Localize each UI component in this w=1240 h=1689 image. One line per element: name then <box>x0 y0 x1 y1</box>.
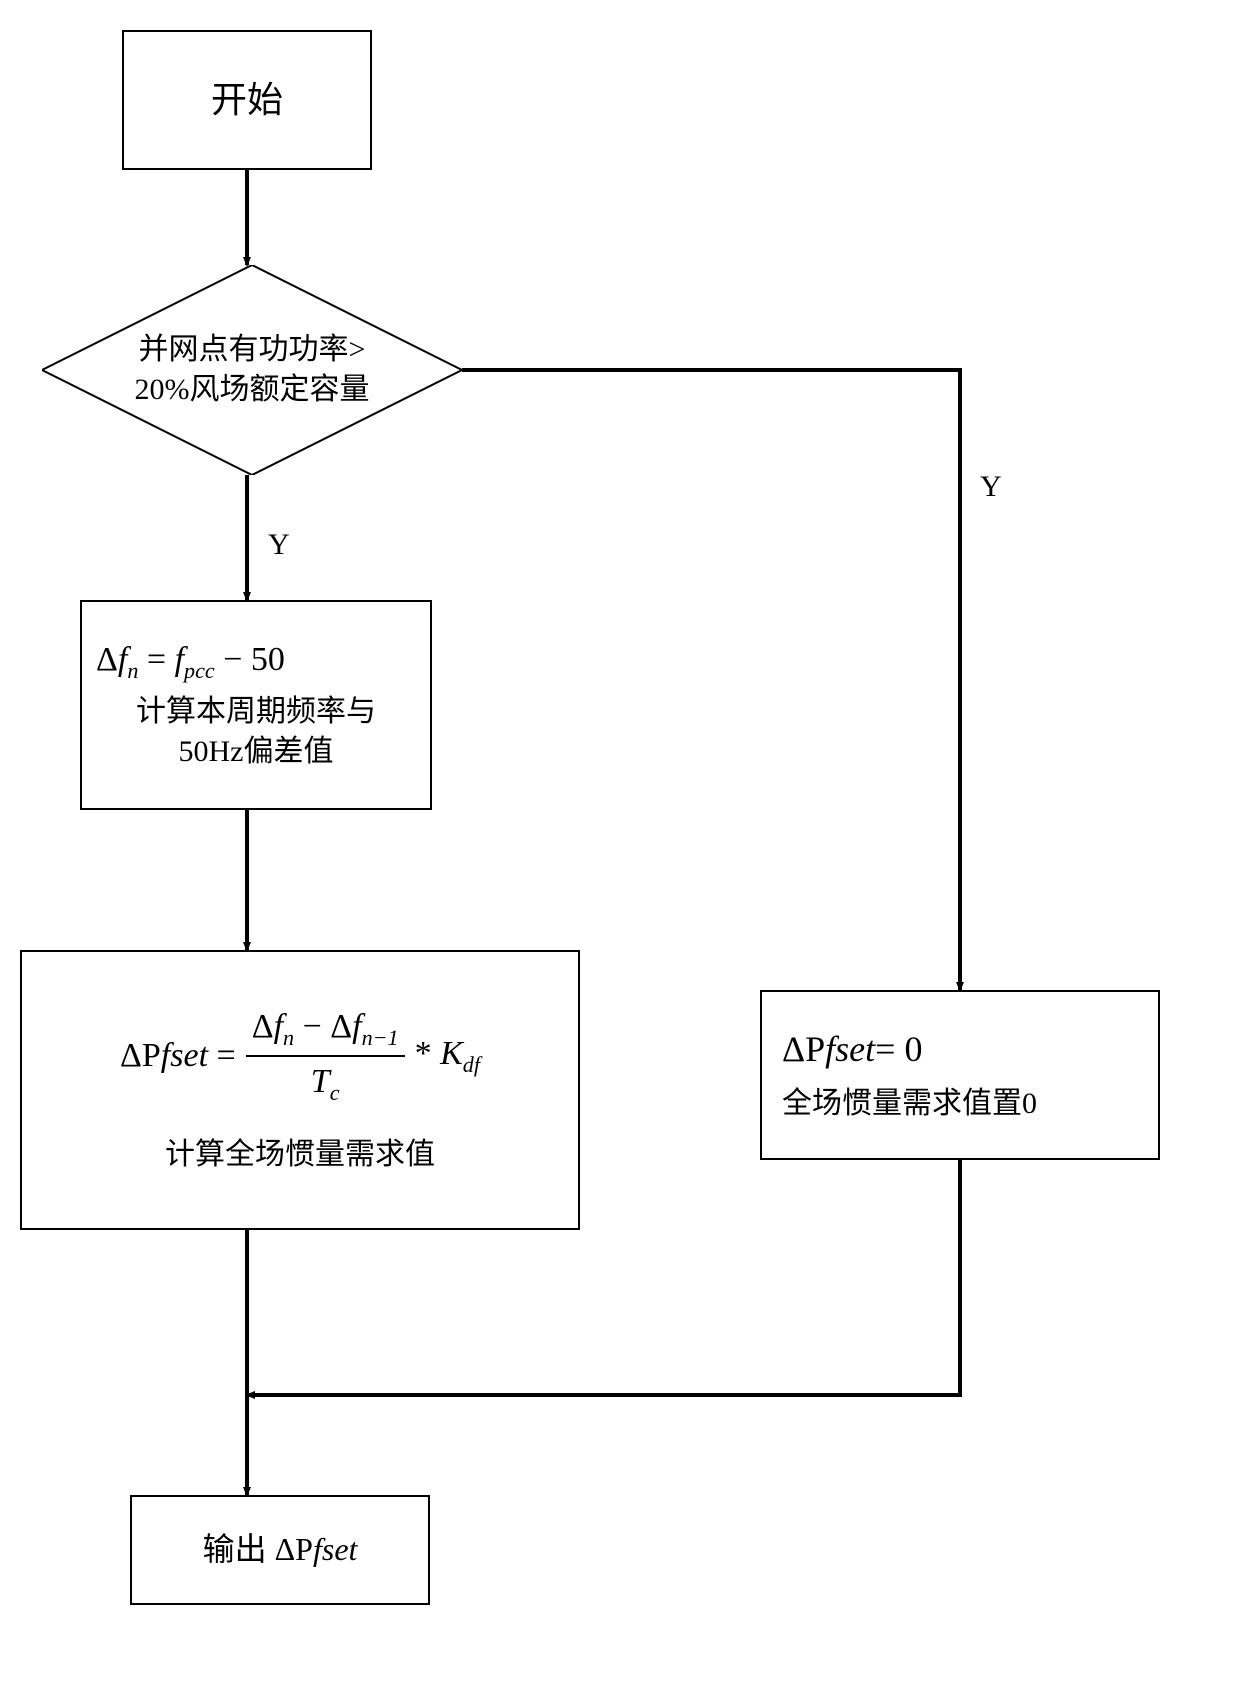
start-label: 开始 <box>211 76 283 125</box>
edge-label-4: Y <box>980 470 1002 504</box>
calc-df-desc1: 计算本周期频率与 <box>136 692 376 733</box>
calc-df-node: Δfn = fpcc − 50 计算本周期频率与 50Hz偏差值 <box>80 600 432 810</box>
output-node: 输出 ΔPfset <box>130 1495 430 1605</box>
calc-df-desc2: 50Hz偏差值 <box>179 732 334 773</box>
calc-dp-desc: 计算全场惯量需求值 <box>165 1135 435 1176</box>
decision-node: 并网点有功功率> 20%风场额定容量 <box>42 265 462 475</box>
output-formula: ΔPfset <box>275 1531 358 1567</box>
decision-line1: 并网点有功功率> <box>139 330 366 371</box>
edge-label-1: Y <box>268 528 290 562</box>
decision-line2: 20%风场额定容量 <box>135 370 370 411</box>
zero-dp-node: ΔPfset= 0 全场惯量需求值置0 <box>760 990 1160 1160</box>
output-prefix: 输出 <box>203 1531 275 1567</box>
zero-dp-desc: 全场惯量需求值置0 <box>782 1084 1037 1125</box>
start-node: 开始 <box>122 30 372 170</box>
zero-dp-formula: ΔPfset= 0 <box>782 1025 922 1074</box>
edges-layer <box>0 0 1240 1689</box>
calc-dp-formula: ΔPfset = Δfn − Δfn−1 Tc * Kdf <box>120 1004 480 1107</box>
calc-dp-node: ΔPfset = Δfn − Δfn−1 Tc * Kdf 计算全场惯量需求值 <box>20 950 580 1230</box>
calc-df-formula: Δfn = fpcc − 50 <box>90 637 285 686</box>
edge-4 <box>462 370 960 990</box>
